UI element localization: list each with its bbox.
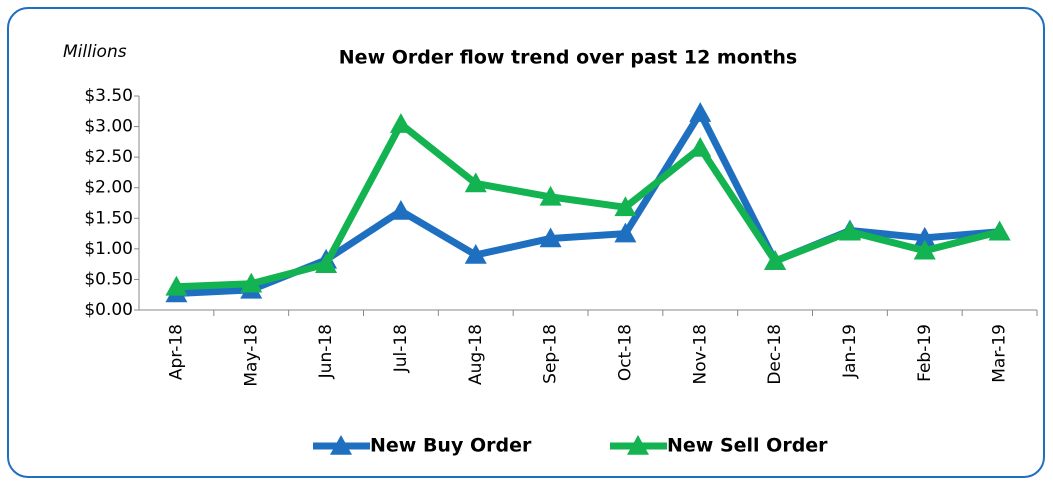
point-marker bbox=[464, 172, 487, 193]
y-tick-label: $1.50 bbox=[84, 208, 133, 228]
legend-marker bbox=[330, 435, 352, 455]
y-tick-label: $3.00 bbox=[84, 117, 133, 137]
point-marker bbox=[464, 243, 487, 264]
y-tick-label: $3.50 bbox=[84, 86, 133, 106]
legend-label: New Sell Order bbox=[667, 435, 828, 457]
series-line bbox=[176, 120, 1001, 291]
point-marker bbox=[539, 227, 562, 248]
x-tick-label: Sep-18 bbox=[541, 324, 561, 384]
y-tick-label: $2.50 bbox=[84, 147, 133, 167]
point-marker bbox=[614, 222, 637, 243]
y-tick-label: $0.00 bbox=[84, 300, 133, 320]
y-unit-label: Millions bbox=[63, 42, 127, 62]
chart-title: New Order flow trend over past 12 months bbox=[339, 47, 797, 69]
point-marker bbox=[539, 185, 562, 206]
point-marker bbox=[838, 220, 861, 241]
point-marker bbox=[240, 272, 263, 293]
point-marker bbox=[315, 253, 338, 273]
point-marker bbox=[764, 250, 787, 270]
point-marker bbox=[689, 136, 712, 157]
x-tick-label: May-18 bbox=[241, 324, 261, 387]
point-marker bbox=[165, 275, 188, 296]
point-marker bbox=[913, 226, 936, 247]
y-tick-label: $2.00 bbox=[84, 178, 133, 198]
x-tick-label: Aug-18 bbox=[466, 324, 486, 385]
point-marker bbox=[988, 220, 1011, 241]
point-marker bbox=[389, 199, 412, 220]
x-tick-label: Dec-18 bbox=[765, 324, 785, 385]
x-tick-label: Apr-18 bbox=[166, 324, 186, 380]
x-tick-label: Mar-19 bbox=[990, 324, 1010, 383]
y-tick-label: $1.00 bbox=[84, 239, 133, 259]
legend-label: New Buy Order bbox=[370, 435, 532, 457]
point-marker bbox=[913, 239, 936, 260]
x-tick-label: Oct-18 bbox=[615, 324, 635, 381]
point-marker bbox=[389, 113, 412, 133]
y-tick-label: $0.50 bbox=[84, 269, 133, 289]
x-tick-label: Jul-18 bbox=[391, 324, 411, 373]
x-tick-label: Jun-18 bbox=[316, 324, 336, 379]
legend-marker bbox=[627, 435, 649, 455]
x-tick-label: Jan-19 bbox=[840, 324, 860, 379]
x-tick-label: Feb-19 bbox=[915, 324, 935, 382]
x-tick-label: Nov-18 bbox=[690, 324, 710, 385]
point-marker bbox=[614, 196, 637, 217]
point-marker bbox=[689, 102, 712, 122]
